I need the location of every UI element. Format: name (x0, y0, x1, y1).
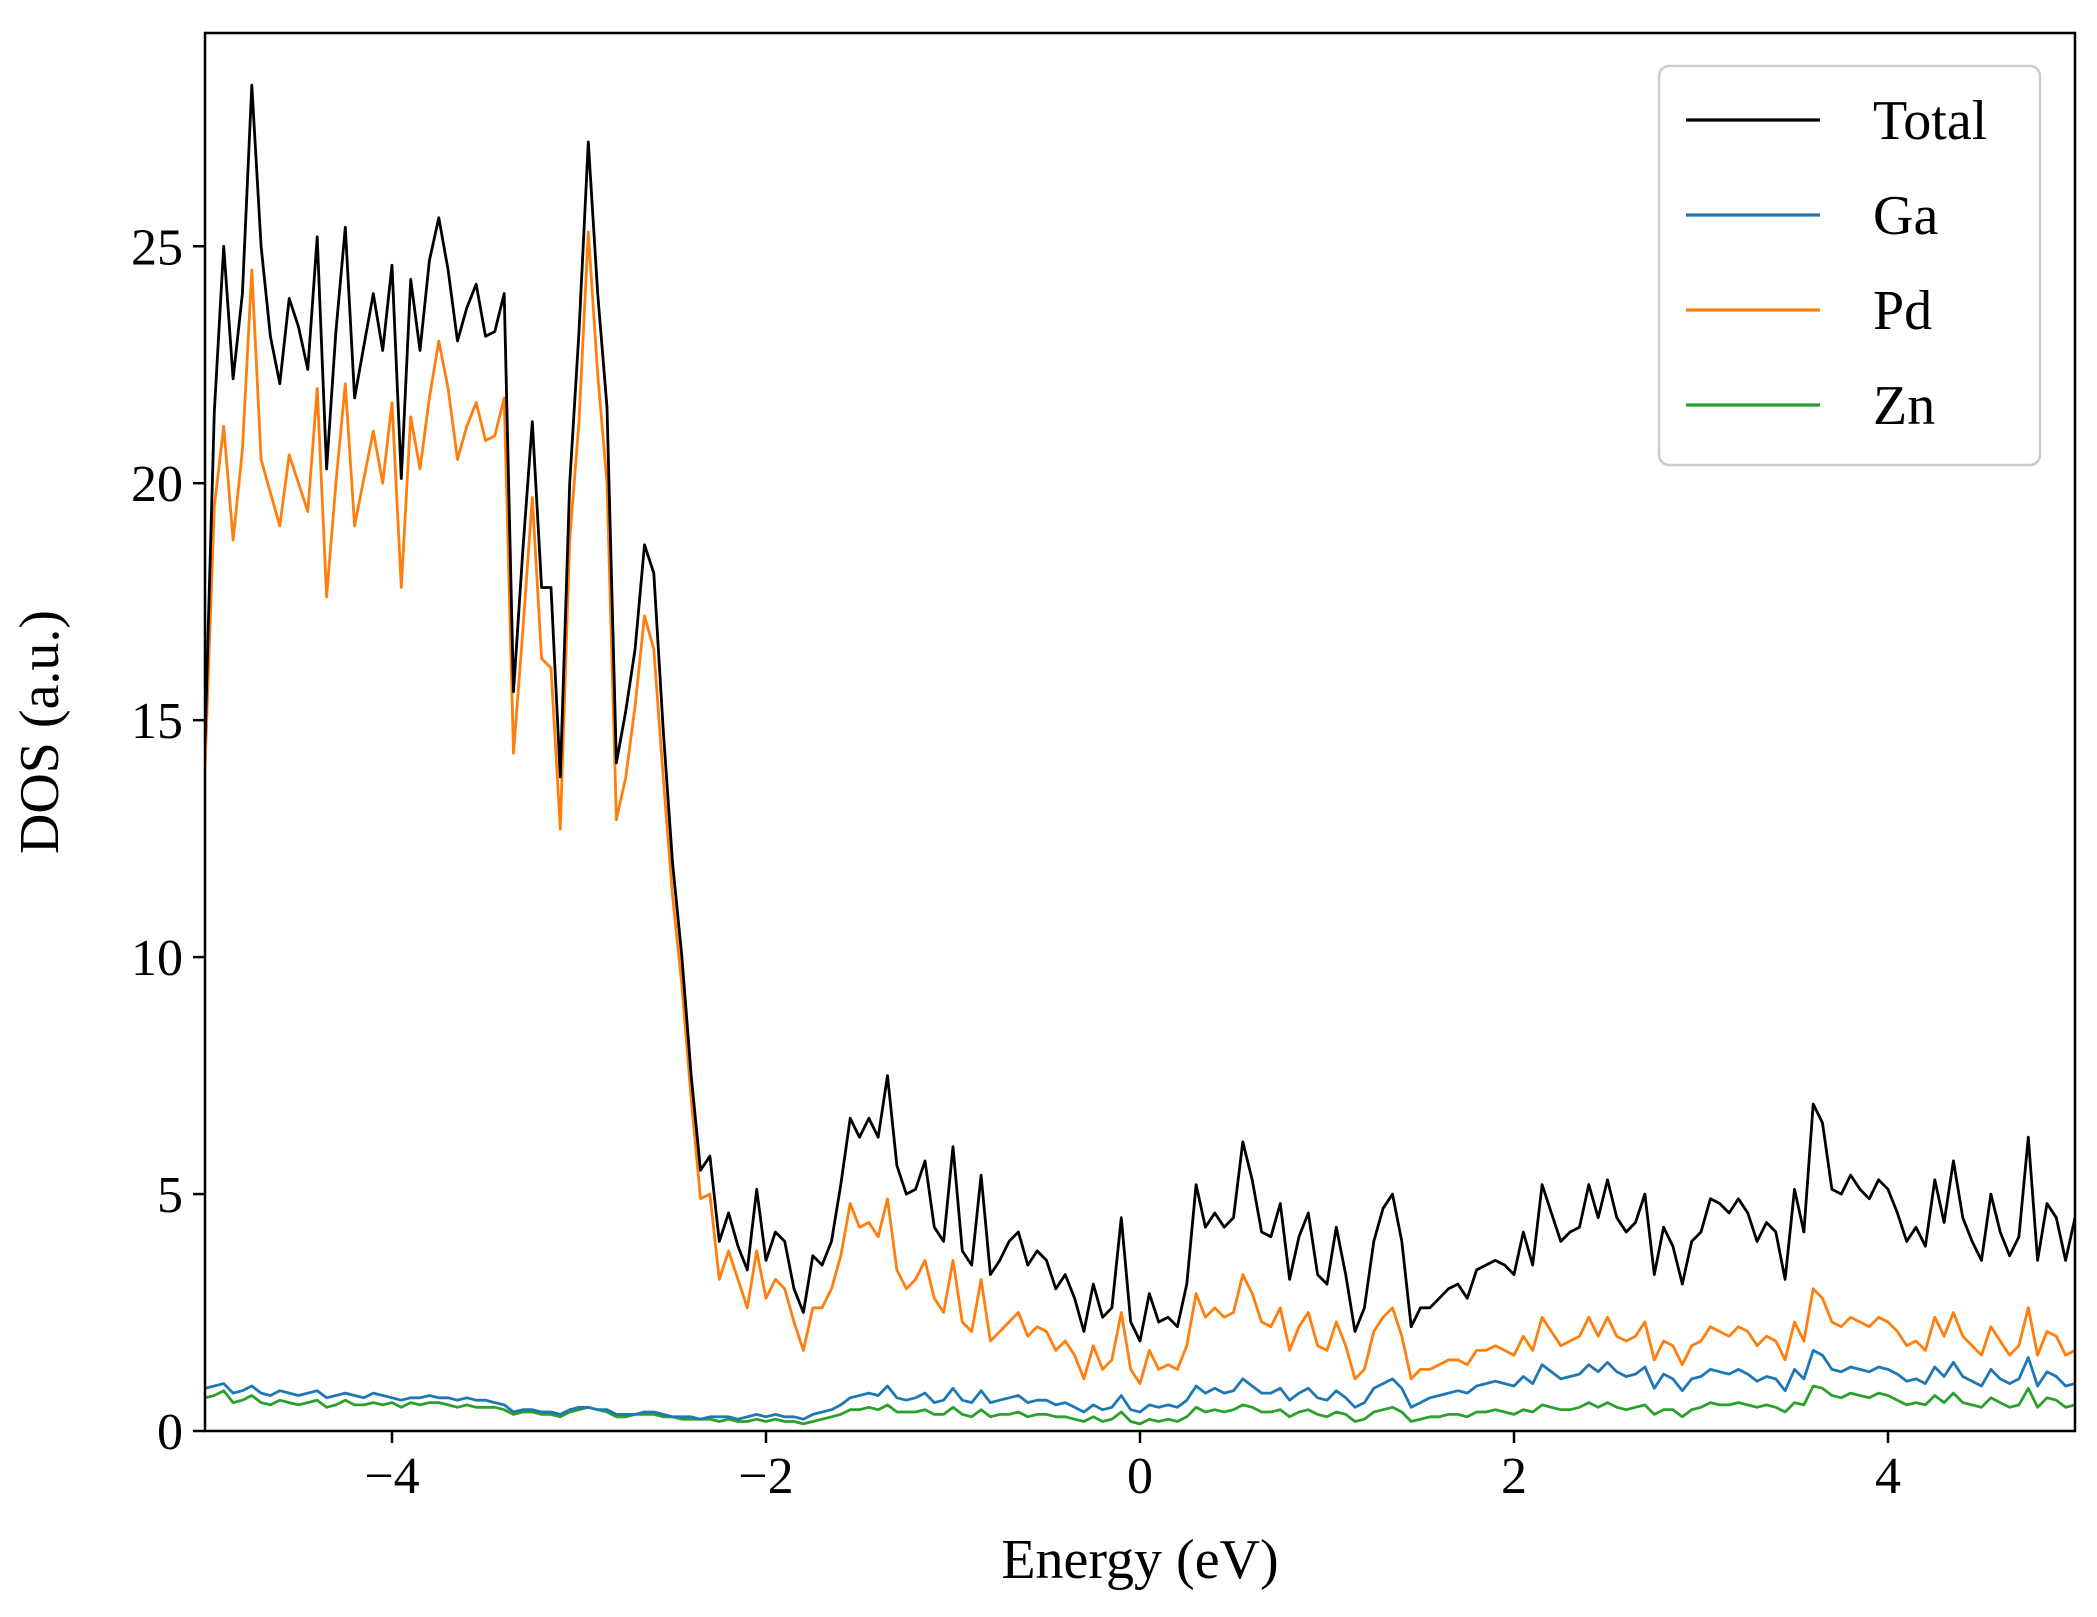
x-tick-label: −2 (738, 1448, 793, 1505)
x-tick-label: 4 (1875, 1448, 1901, 1505)
y-tick-label: 25 (131, 219, 183, 276)
y-tick-label: 5 (157, 1167, 183, 1224)
x-axis-label: Energy (eV) (1001, 1529, 1278, 1591)
legend-box (1657, 64, 2042, 467)
legend-label-zn: Zn (1873, 375, 1935, 437)
series-line-total (205, 83, 2075, 1343)
legend-label-ga: Ga (1873, 185, 1938, 247)
series-line-pd (205, 230, 2075, 1385)
y-axis: 0 5 10 15 20 25 (131, 219, 205, 1461)
y-tick-label: 20 (131, 456, 183, 513)
series-line-ga (205, 1349, 2075, 1421)
legend-label-pd: Pd (1873, 280, 1932, 342)
y-axis-label: DOS (a.u.) (9, 610, 71, 854)
x-axis: −4 −2 0 2 4 (364, 1431, 1901, 1505)
plot-area (203, 31, 2077, 1433)
x-tick-label: 0 (1127, 1448, 1153, 1505)
x-tick-label: 2 (1501, 1448, 1527, 1505)
legend-label-total: Total (1873, 90, 1987, 152)
y-tick-label: 15 (131, 693, 183, 750)
y-tick-label: 10 (131, 930, 183, 987)
x-tick-label: −4 (364, 1448, 419, 1505)
legend: Total Ga Pd Zn (1657, 64, 2042, 467)
series-line-zn (205, 1384, 2075, 1426)
series-layer (205, 83, 2075, 1426)
y-tick-label: 0 (157, 1404, 183, 1461)
